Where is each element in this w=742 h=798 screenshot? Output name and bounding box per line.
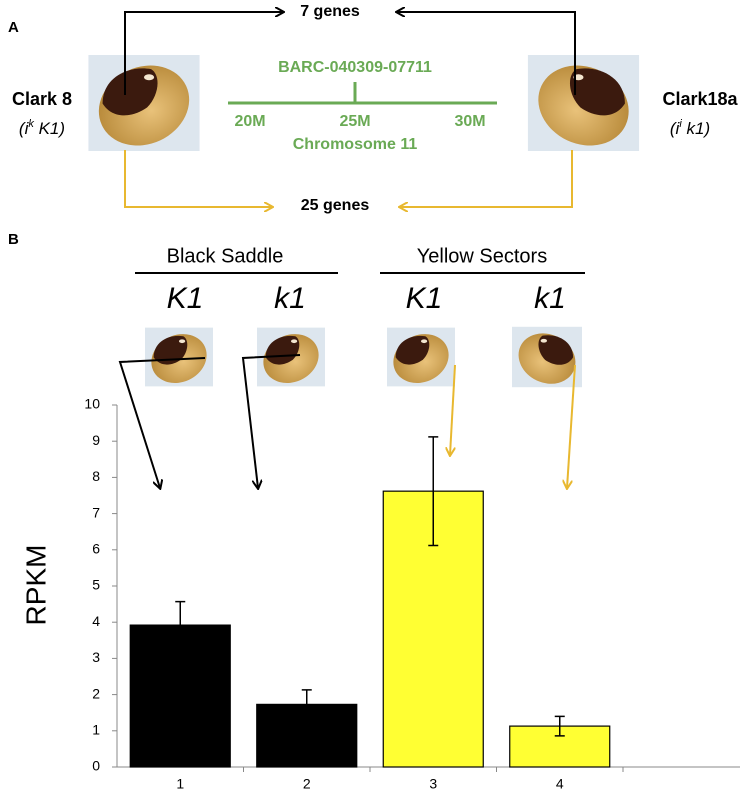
genotype-part: (i (19, 119, 30, 138)
x-tick-label: 4 (556, 776, 564, 792)
bottom-label: 25 genes (301, 197, 370, 214)
genotype-sup: k (28, 118, 34, 130)
genotype-part: k1) (682, 119, 710, 138)
arrow (124, 12, 283, 95)
panel-label: A (8, 19, 19, 36)
position-label: 25M (339, 113, 370, 130)
seed-image (512, 324, 582, 392)
y-tick-label: 1 (92, 722, 100, 738)
allele-label: K1 (406, 282, 443, 315)
right-strain: Clark18a (662, 89, 738, 109)
chromosome-label: Chromosome 11 (293, 136, 418, 153)
seed-image (88, 55, 200, 151)
arrow (118, 357, 206, 488)
error-bar (554, 715, 565, 737)
allele-label: K1 (167, 282, 204, 315)
y-tick-label: 9 (92, 432, 100, 448)
arrow (400, 150, 573, 207)
arrow (397, 12, 576, 95)
seed-image (387, 325, 455, 392)
y-tick-label: 8 (92, 468, 100, 484)
left-strain: Clark 8 (12, 89, 72, 109)
panel-label: B (8, 231, 19, 248)
allele-label: k1 (274, 282, 306, 315)
top-label: 7 genes (300, 3, 360, 20)
y-tick-label: 2 (92, 685, 100, 701)
y-axis-label: RPKM (20, 545, 51, 626)
arrow (124, 150, 272, 207)
y-tick-label: 0 (92, 758, 100, 774)
seed-image (257, 325, 325, 392)
error-bar (428, 436, 439, 547)
y-tick-label: 4 (92, 613, 100, 629)
arrow (450, 364, 456, 455)
y-tick-label: 3 (92, 649, 100, 665)
group-label: Black Saddle (167, 245, 284, 267)
y-tick-label: 5 (92, 577, 100, 593)
allele-label: k1 (534, 282, 566, 315)
x-tick-label: 1 (176, 776, 184, 792)
y-tick-label: 6 (92, 541, 100, 557)
position-label: 20M (234, 113, 265, 130)
y-tick-label: 7 (92, 504, 100, 520)
error-bar (301, 689, 312, 720)
genotype-part: (i (670, 119, 681, 138)
marker-label: BARC-040309-07711 (278, 59, 432, 76)
right-genotype: (ii k1) (670, 118, 710, 139)
group-label: Yellow Sectors (417, 245, 547, 267)
error-bar (175, 600, 186, 650)
genotype-sup: i (679, 118, 682, 130)
x-tick-label: 3 (429, 776, 437, 792)
seed-image (527, 55, 640, 151)
x-tick-label: 2 (303, 776, 311, 792)
arrow (567, 364, 576, 488)
arrow (241, 354, 301, 488)
y-tick-label: 10 (84, 396, 100, 412)
position-label: 30M (454, 113, 485, 130)
genotype-part: K1) (34, 119, 65, 138)
left-genotype: (ik K1) (19, 118, 65, 139)
